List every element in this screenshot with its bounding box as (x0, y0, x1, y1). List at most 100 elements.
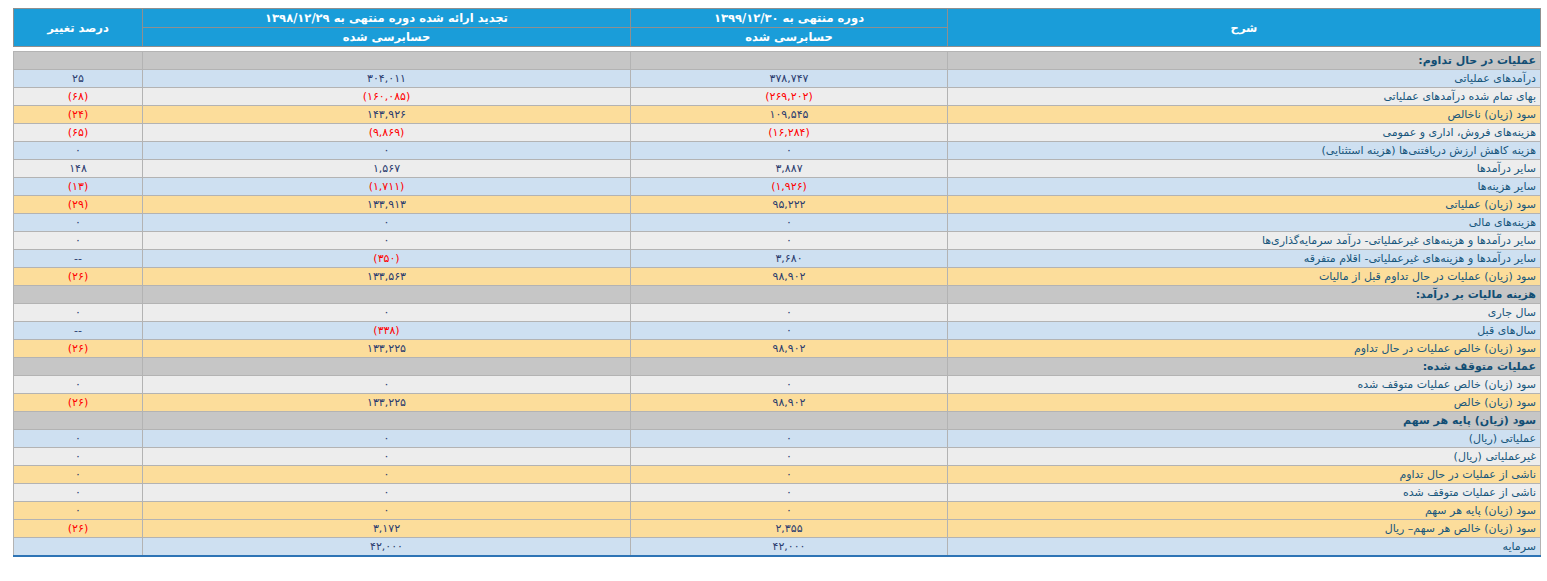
table-row: سایر درآمدها۳,۸۸۷۱,۵۶۷۱۴۸ (14, 160, 1541, 178)
value-restated-cell (143, 286, 631, 304)
change-cell: ۰ (14, 376, 143, 394)
value-restated-cell (143, 358, 631, 376)
row-label-cell: سود (زیان) خالص عملیات در حال تداوم (948, 340, 1541, 358)
value-current-cell: ۰ (631, 502, 948, 520)
value-current-cell: (۱,۹۲۶) (631, 178, 948, 196)
table-row: سود (زیان) عملیات در حال تداوم قبل از ما… (14, 268, 1541, 286)
table-row: عملیاتی (ریال)۰۰۰ (14, 430, 1541, 448)
value-restated-cell: ۳,۱۷۲ (143, 520, 631, 538)
value-current-cell: ۹۸,۹۰۲ (631, 394, 948, 412)
table-row: غیرعملیاتی (ریال)۰۰۰ (14, 448, 1541, 466)
row-label-cell: سایر هزینه‌ها (948, 178, 1541, 196)
value-current-cell: ۹۵,۲۲۲ (631, 196, 948, 214)
row-label-cell: ناشی از عملیات در حال تداوم (948, 466, 1541, 484)
change-cell: (۶۵) (14, 124, 143, 142)
column-header-percent-change: درصد تغییر (14, 9, 143, 47)
table-row: هزینه کاهش ارزش دریافتنی‌ها (هزینه استثن… (14, 142, 1541, 160)
value-current-cell (631, 52, 948, 70)
value-restated-cell: ۱۳۳,۵۶۳ (143, 268, 631, 286)
table-row: هزینه‌های فروش، اداری و عمومی(۱۶,۲۸۴)(۹,… (14, 124, 1541, 142)
row-label-cell: هزینه کاهش ارزش دریافتنی‌ها (هزینه استثن… (948, 142, 1541, 160)
change-cell: ۰ (14, 232, 143, 250)
value-restated-cell: ۰ (143, 448, 631, 466)
change-cell: ۰ (14, 142, 143, 160)
row-label-cell: درآمدهای عملیاتی (948, 70, 1541, 88)
value-restated-cell (143, 52, 631, 70)
table-row: سود (زیان) خالص عملیات در حال تداوم۹۸,۹۰… (14, 340, 1541, 358)
row-label-cell: سال جاری (948, 304, 1541, 322)
value-current-cell: ۴۲,۰۰۰ (631, 538, 948, 557)
change-cell: ۰ (14, 304, 143, 322)
value-restated-cell: ۱۳۳,۹۱۳ (143, 196, 631, 214)
column-header-restated-period: تجدید ارائه شده دوره منتهی به ۱۳۹۸/۱۲/۲۹ (143, 9, 631, 28)
change-cell: (۲۹) (14, 196, 143, 214)
table-row: سود (زیان) خالص۹۸,۹۰۲۱۳۳,۲۲۵(۲۶) (14, 394, 1541, 412)
change-cell: -- (14, 322, 143, 340)
value-current-cell (631, 358, 948, 376)
value-restated-cell: ۱۳۳,۲۲۵ (143, 340, 631, 358)
row-label-cell: بهای تمام شده درآمدهای عملیاتی (948, 88, 1541, 106)
value-current-cell: ۲,۳۵۵ (631, 520, 948, 538)
row-label-cell: سود (زیان) پایه هر سهم (948, 412, 1541, 430)
change-cell: ۰ (14, 502, 143, 520)
table-row: سایر درآمدها و هزینه‌های غیرعملیاتی- اقل… (14, 250, 1541, 268)
value-current-cell: ۹۸,۹۰۲ (631, 268, 948, 286)
report-table-header: شرح دوره منتهی به ۱۳۹۹/۱۲/۳۰ تجدید ارائه… (13, 8, 1541, 47)
table-row: هزینه‌های مالی۰۰۰ (14, 214, 1541, 232)
change-cell: -- (14, 250, 143, 268)
header-row-periods: شرح دوره منتهی به ۱۳۹۹/۱۲/۳۰ تجدید ارائه… (14, 9, 1541, 28)
value-restated-cell: ۱,۵۶۷ (143, 160, 631, 178)
value-current-cell: ۰ (631, 448, 948, 466)
value-restated-cell: ۱۳۳,۲۲۵ (143, 394, 631, 412)
row-label-cell: سال‌های قبل (948, 322, 1541, 340)
value-restated-cell: ۰ (143, 466, 631, 484)
change-cell: (۲۶) (14, 268, 143, 286)
value-restated-cell (143, 412, 631, 430)
row-label-cell: سایر درآمدها و هزینه‌های غیرعملیاتی- درآ… (948, 232, 1541, 250)
value-current-cell: ۰ (631, 232, 948, 250)
change-cell: ۱۴۸ (14, 160, 143, 178)
table-row: ناشی از عملیات در حال تداوم۰۰۰ (14, 466, 1541, 484)
row-label-cell: سود (زیان) ناخالص (948, 106, 1541, 124)
value-current-cell: ۳۷۸,۷۴۷ (631, 70, 948, 88)
table-row: بهای تمام شده درآمدهای عملیاتی(۲۶۹,۲۰۲)(… (14, 88, 1541, 106)
value-current-cell: ۳,۶۸۰ (631, 250, 948, 268)
value-restated-cell: ۴۲,۰۰۰ (143, 538, 631, 557)
value-restated-cell: ۰ (143, 376, 631, 394)
row-label-cell: سود (زیان) خالص هر سهم– ریال (948, 520, 1541, 538)
value-restated-cell: ۰ (143, 214, 631, 232)
value-current-cell: ۰ (631, 214, 948, 232)
change-cell: (۲۴) (14, 106, 143, 124)
row-label-cell: سرمایه (948, 538, 1541, 557)
row-label-cell: هزینه‌های فروش، اداری و عمومی (948, 124, 1541, 142)
subheader-audited-restated: حسابرسی شده (143, 28, 631, 47)
value-current-cell: ۹۸,۹۰۲ (631, 340, 948, 358)
value-current-cell: (۱۶,۲۸۴) (631, 124, 948, 142)
value-restated-cell: (۱,۷۱۱) (143, 178, 631, 196)
report-table-body: عملیات در حال تداوم:درآمدهای عملیاتی۳۷۸,… (14, 52, 1541, 557)
row-label-cell: غیرعملیاتی (ریال) (948, 448, 1541, 466)
table-row: سود (زیان) عملیاتی۹۵,۲۲۲۱۳۳,۹۱۳(۲۹) (14, 196, 1541, 214)
value-restated-cell: ۰ (143, 304, 631, 322)
change-cell: (۲۶) (14, 394, 143, 412)
value-restated-cell: (۳۳۸) (143, 322, 631, 340)
table-row: درآمدهای عملیاتی۳۷۸,۷۴۷۳۰۴,۰۱۱۲۵ (14, 70, 1541, 88)
row-label-cell: عملیات در حال تداوم: (948, 52, 1541, 70)
value-current-cell (631, 412, 948, 430)
value-current-cell: ۰ (631, 376, 948, 394)
table-row: سود (زیان) ناخالص۱۰۹,۵۴۵۱۴۳,۹۲۶(۲۴) (14, 106, 1541, 124)
value-current-cell: ۰ (631, 322, 948, 340)
change-cell (14, 358, 143, 376)
change-cell: (۱۳) (14, 178, 143, 196)
table-row: سود (زیان) خالص هر سهم– ریال۲,۳۵۵۳,۱۷۲(۲… (14, 520, 1541, 538)
change-cell: (۲۶) (14, 520, 143, 538)
table-row: سرمایه۴۲,۰۰۰۴۲,۰۰۰ (14, 538, 1541, 557)
value-restated-cell: ۰ (143, 232, 631, 250)
value-current-cell: ۰ (631, 466, 948, 484)
change-cell: (۲۶) (14, 340, 143, 358)
value-current-cell: ۳,۸۸۷ (631, 160, 948, 178)
row-label-cell: هزینه مالیات بر درآمد: (948, 286, 1541, 304)
value-current-cell: ۰ (631, 484, 948, 502)
section-row: هزینه مالیات بر درآمد: (14, 286, 1541, 304)
change-cell: ۰ (14, 448, 143, 466)
